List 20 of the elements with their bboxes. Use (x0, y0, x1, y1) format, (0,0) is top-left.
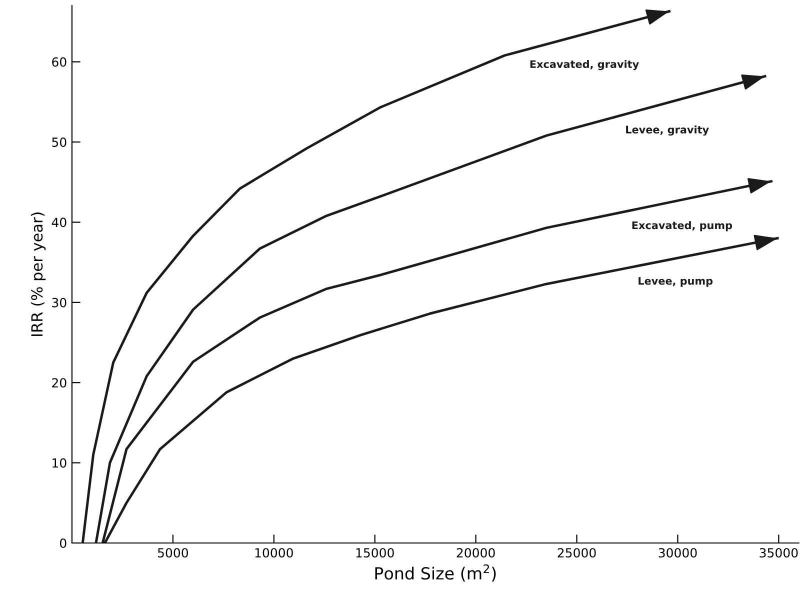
series-label: Excavated, pump (632, 221, 732, 232)
y-tick-label: 60 (52, 57, 66, 67)
y-tick-label: 10 (52, 458, 66, 468)
x-tick-label: 20000 (456, 548, 495, 558)
x-axis-title: Pond Size (m$^{2}$) (375, 564, 496, 582)
x-tick-label: 15000 (356, 548, 394, 558)
y-tick-label: 20 (52, 378, 66, 388)
x-tick-label: 5000 (158, 548, 188, 558)
series-label: Levee, gravity (626, 125, 709, 136)
y-tick-label: 40 (52, 218, 66, 228)
y-tick-label: 50 (52, 137, 66, 147)
series-label: Excavated, gravity (530, 60, 639, 70)
y-tick-label: 0 (60, 538, 66, 548)
y-tick-label: 30 (52, 298, 66, 308)
y-axis-title: IRR (% per year) (30, 212, 46, 336)
x-tick-label: 35000 (760, 548, 798, 558)
x-tick-label: 10000 (255, 548, 293, 558)
x-tick-label: 25000 (558, 548, 596, 558)
x-tick-label: 30000 (658, 548, 697, 558)
series-label: Levee, pump (638, 277, 713, 287)
